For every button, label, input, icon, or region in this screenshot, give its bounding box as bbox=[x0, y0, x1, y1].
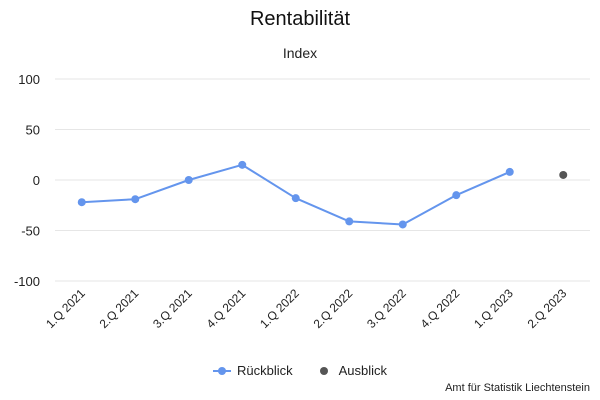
legend-swatch-ausblick bbox=[315, 366, 333, 376]
data-point bbox=[452, 191, 461, 200]
legend-item-rueckblick[interactable]: Rückblick bbox=[212, 363, 293, 378]
data-point bbox=[77, 198, 86, 207]
chart-subtitle: Index bbox=[282, 45, 318, 61]
x-tick-label: 3.Q 2021 bbox=[150, 286, 195, 331]
data-point bbox=[505, 167, 514, 176]
data-point bbox=[398, 220, 407, 229]
data-point bbox=[238, 160, 247, 169]
data-point bbox=[559, 170, 568, 179]
y-tick-label: 50 bbox=[26, 123, 40, 138]
x-tick-label: 4.Q 2022 bbox=[418, 286, 463, 331]
credits: Amt für Statistik Liechtenstein bbox=[445, 382, 590, 394]
x-tick-label: 1.Q 2021 bbox=[43, 286, 88, 331]
legend-swatch-rueckblick bbox=[212, 366, 231, 376]
x-tick-label: 2.Q 2023 bbox=[525, 286, 570, 331]
legend-item-ausblick[interactable]: Ausblick bbox=[315, 363, 387, 378]
data-point bbox=[291, 194, 300, 203]
x-tick-label: 1.Q 2023 bbox=[471, 286, 516, 331]
x-tick-label: 4.Q 2021 bbox=[204, 286, 249, 331]
data-point bbox=[345, 217, 354, 226]
x-tick-label: 2.Q 2021 bbox=[97, 286, 142, 331]
legend: Rückblick Ausblick bbox=[0, 363, 600, 378]
data-point bbox=[131, 195, 140, 204]
y-tick-label: 0 bbox=[33, 173, 40, 188]
y-tick-label: -50 bbox=[21, 224, 40, 239]
legend-label-ausblick: Ausblick bbox=[338, 363, 388, 378]
data-point bbox=[184, 176, 193, 184]
y-tick-label: 100 bbox=[18, 72, 40, 87]
x-tick-label: 2.Q 2022 bbox=[311, 286, 356, 331]
legend-label-rueckblick: Rückblick bbox=[236, 363, 293, 378]
x-tick-label: 1.Q 2022 bbox=[257, 286, 302, 331]
chart-title: Rentabilität bbox=[249, 8, 351, 30]
y-tick-label: -100 bbox=[14, 274, 40, 289]
x-tick-label: 3.Q 2022 bbox=[364, 286, 409, 331]
